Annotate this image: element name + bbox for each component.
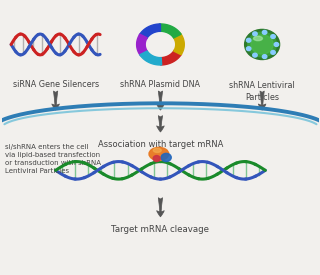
Circle shape — [245, 29, 280, 59]
Polygon shape — [160, 50, 182, 65]
Ellipse shape — [149, 147, 169, 161]
Text: siRNA Gene Silencers: siRNA Gene Silencers — [12, 80, 99, 89]
Ellipse shape — [153, 156, 160, 162]
Circle shape — [262, 55, 267, 59]
Circle shape — [271, 51, 275, 54]
Polygon shape — [159, 24, 181, 38]
Polygon shape — [173, 33, 184, 55]
Circle shape — [253, 53, 257, 57]
Polygon shape — [140, 51, 162, 65]
Circle shape — [251, 35, 273, 54]
Polygon shape — [139, 24, 160, 38]
Circle shape — [246, 47, 251, 51]
Text: shRNA Plasmid DNA: shRNA Plasmid DNA — [120, 80, 200, 89]
Text: Target mRNA cleavage: Target mRNA cleavage — [111, 225, 210, 234]
Text: si/shRNA enters the cell
via lipid-based transfection
or transduction with shRNA: si/shRNA enters the cell via lipid-based… — [5, 144, 101, 174]
Ellipse shape — [153, 148, 161, 152]
Circle shape — [246, 38, 251, 42]
Ellipse shape — [161, 153, 171, 162]
Circle shape — [262, 31, 267, 34]
Circle shape — [253, 32, 257, 36]
Text: Association with target mRNA: Association with target mRNA — [98, 140, 223, 149]
Circle shape — [274, 43, 279, 46]
Circle shape — [271, 35, 275, 38]
Ellipse shape — [253, 36, 262, 41]
Circle shape — [248, 32, 276, 57]
Text: shRNA Lentiviral
Particles: shRNA Lentiviral Particles — [229, 81, 295, 101]
Polygon shape — [137, 34, 148, 56]
Circle shape — [148, 33, 173, 56]
